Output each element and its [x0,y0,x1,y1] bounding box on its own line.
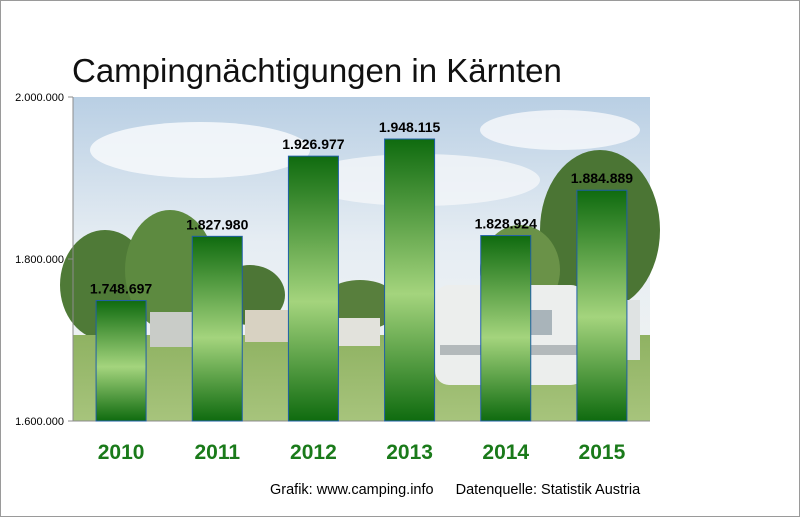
value-label-2015: 1.884.889 [571,170,633,186]
bars [95,138,628,422]
category-labels: 2010 2011 2012 2013 2014 2015 [98,441,626,464]
bar-2012 [287,155,339,422]
value-label-2014: 1.828.924 [475,216,537,232]
value-label-2013: 1.948.115 [379,119,441,135]
category-label-2011: 2011 [194,441,240,464]
bar-2014 [480,235,532,422]
value-label-2010: 1.748.697 [90,281,152,297]
category-label-2013: 2013 [386,441,433,464]
background-photo [60,97,660,421]
y-axis-ticks: 1.600.000 1.800.000 2.000.000 [15,92,73,428]
category-label-2014: 2014 [482,441,529,464]
y-tick-label: 1.800.000 [15,254,64,266]
y-tick-label: 1.600.000 [15,416,64,428]
bar-2015 [576,189,628,422]
chart-title: Campingnächtigungen in Kärnten [72,52,562,89]
bar-2010 [95,300,147,422]
bar-2013 [384,138,436,422]
category-label-2010: 2010 [98,441,145,464]
footer-credit: Grafik: www.camping.info [270,482,434,498]
bar-2011 [191,235,243,422]
value-label-2011: 1.827.980 [186,216,248,232]
value-labels: 1.748.697 1.827.980 1.926.977 1.948.115 1.82… [90,119,633,297]
value-label-2012: 1.926.977 [282,136,344,152]
chart-footer: Grafik: www.camping.info Datenquelle: Sta… [270,482,640,498]
footer-source: Datenquelle: Statistik Austria [455,482,641,498]
category-label-2015: 2015 [579,441,626,464]
category-label-2012: 2012 [290,441,337,464]
y-tick-label: 2.000.000 [15,92,64,104]
